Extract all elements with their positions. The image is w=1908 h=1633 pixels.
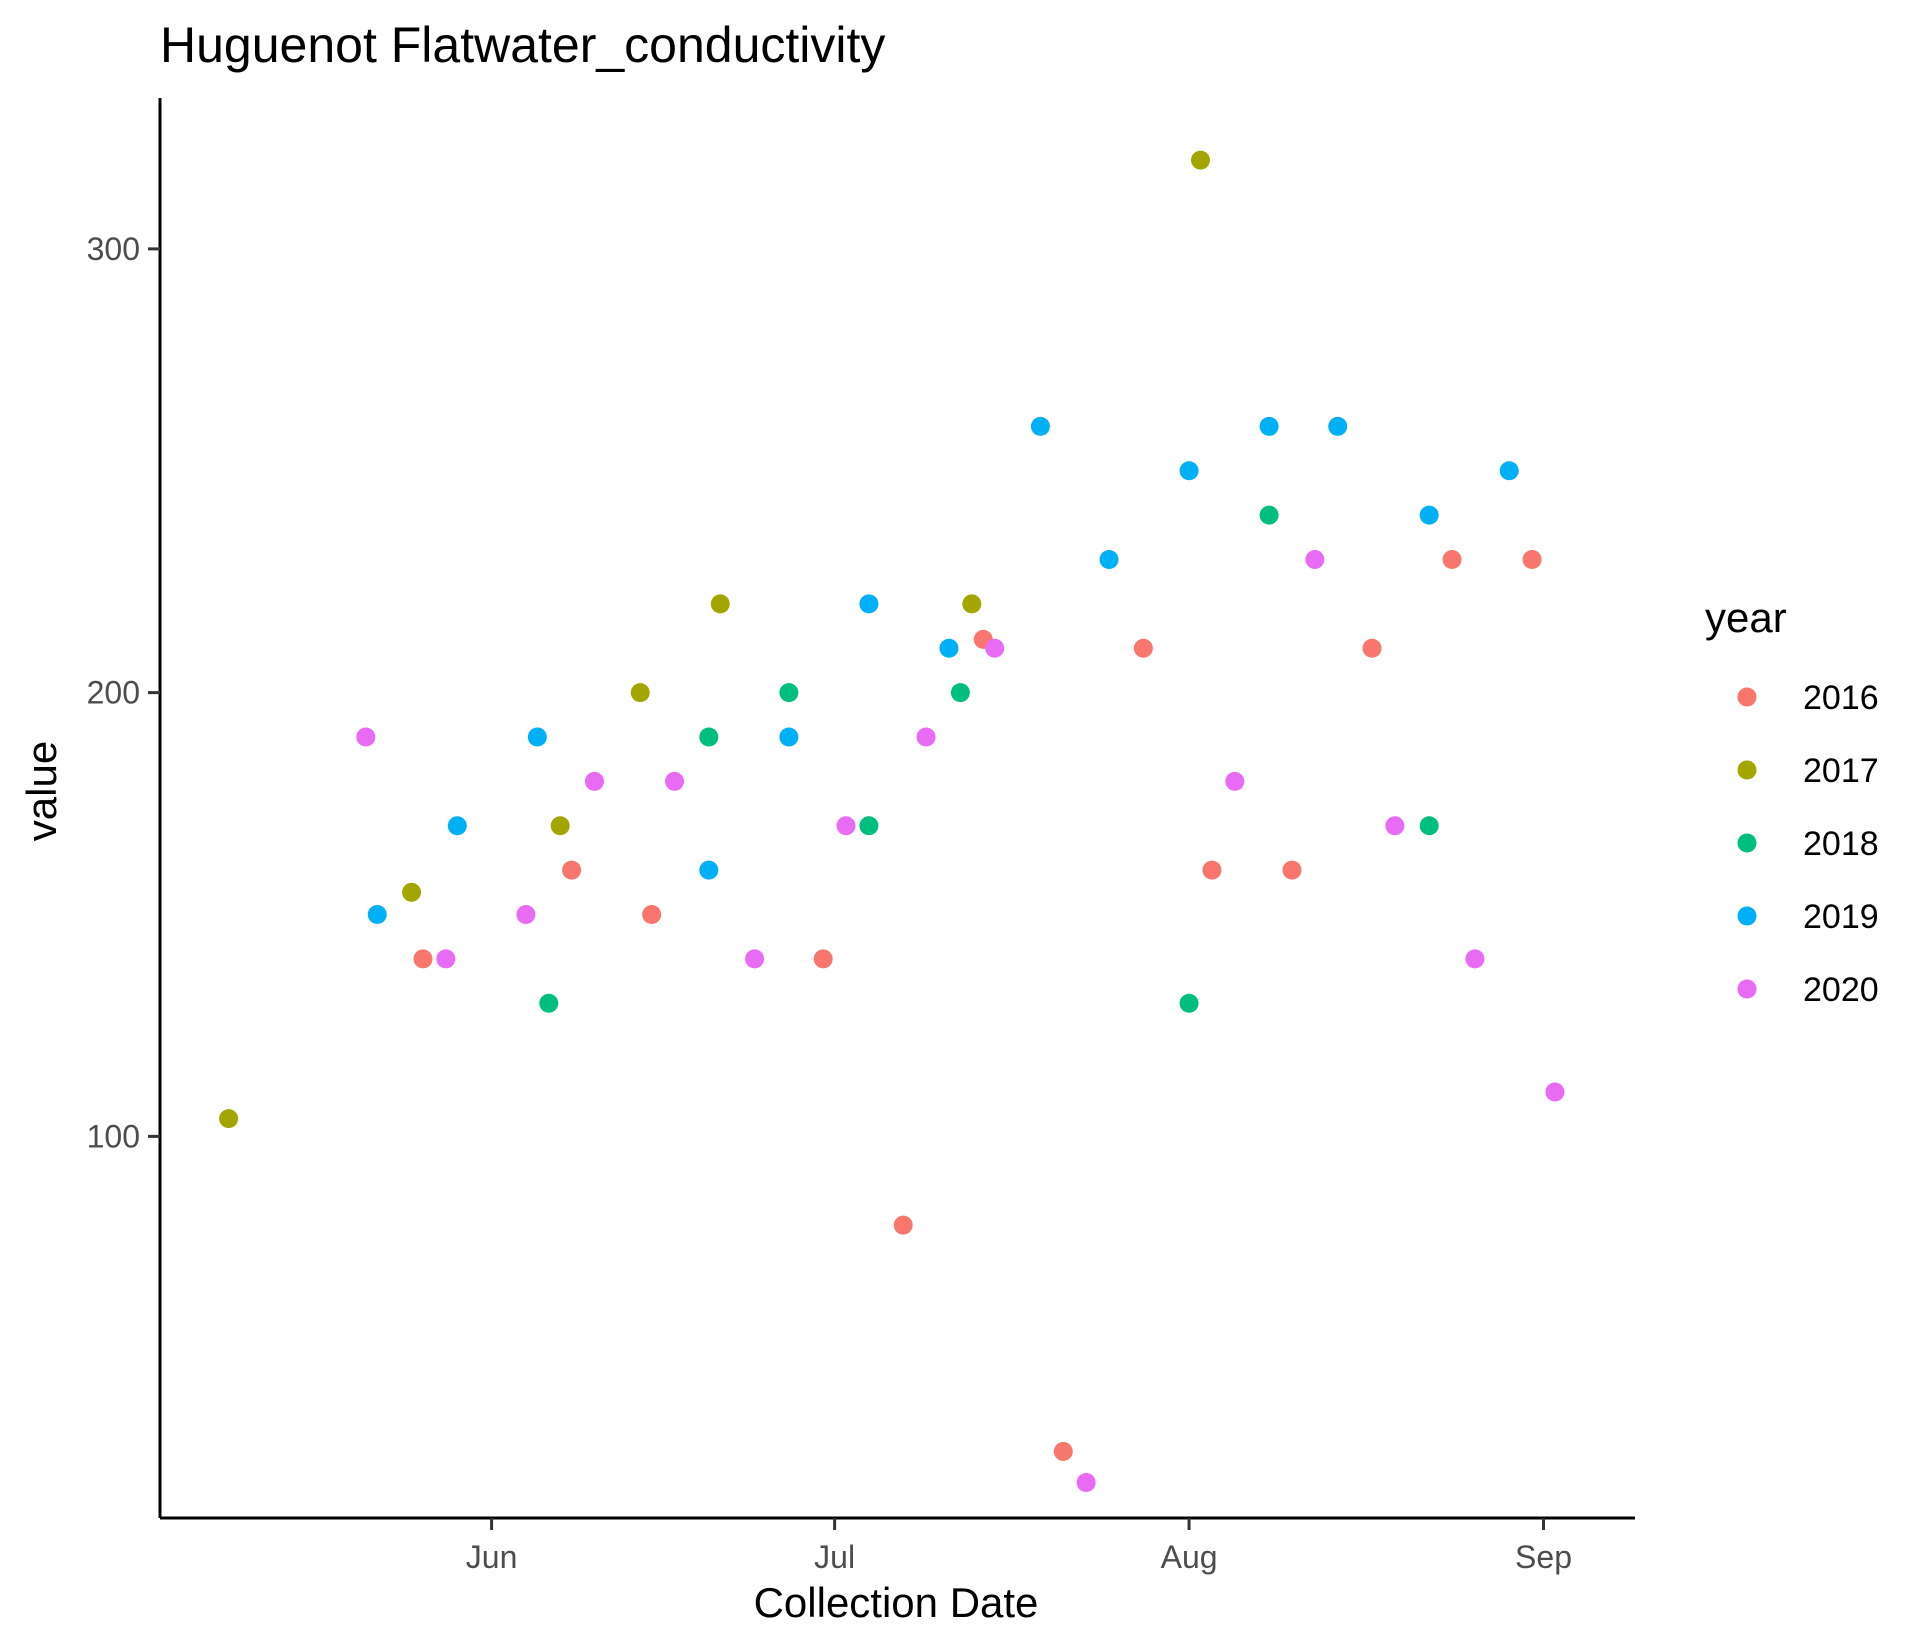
data-point-2019 bbox=[1030, 416, 1050, 436]
data-point-2018 bbox=[1259, 505, 1279, 525]
data-point-2017 bbox=[1191, 150, 1211, 170]
data-point-2017 bbox=[630, 683, 650, 703]
data-point-2017 bbox=[710, 594, 730, 614]
axes: Jun Jul Aug Sep 100 200 300 bbox=[87, 98, 1635, 1575]
legend-key-2020 bbox=[1737, 979, 1757, 999]
x-tick-label: Sep bbox=[1515, 1539, 1572, 1575]
data-point-2016 bbox=[1133, 638, 1153, 658]
y-tick-label: 200 bbox=[87, 675, 140, 711]
data-point-2020 bbox=[436, 949, 456, 969]
x-tick-label: Aug bbox=[1161, 1539, 1218, 1575]
data-point-2020 bbox=[1385, 816, 1405, 836]
data-point-2020 bbox=[985, 638, 1005, 658]
data-point-2018 bbox=[539, 993, 559, 1013]
data-point-2019 bbox=[939, 638, 959, 658]
legend-title: year bbox=[1705, 594, 1787, 641]
legend-key-2019 bbox=[1737, 906, 1757, 926]
legend-label-2017: 2017 bbox=[1803, 752, 1879, 790]
legend: year 2016 2017 2018 2019 2020 bbox=[1705, 594, 1879, 1009]
y-tick-label: 100 bbox=[87, 1118, 140, 1154]
data-point-2016 bbox=[413, 949, 433, 969]
data-point-2020 bbox=[1305, 550, 1325, 569]
y-tick-label: 300 bbox=[87, 231, 140, 267]
legend-key-2018 bbox=[1737, 833, 1757, 853]
data-point-2019 bbox=[1259, 416, 1279, 436]
data-point-2019 bbox=[1499, 461, 1519, 481]
data-point-2016 bbox=[1202, 860, 1222, 880]
data-point-2016 bbox=[893, 1215, 913, 1235]
data-point-2019 bbox=[1099, 550, 1119, 569]
data-point-2017 bbox=[402, 882, 422, 902]
data-point-2016 bbox=[813, 949, 833, 969]
legend-label-2016: 2016 bbox=[1803, 679, 1879, 717]
data-point-2016 bbox=[562, 860, 582, 880]
legend-label-2019: 2019 bbox=[1803, 898, 1879, 936]
data-point-2019 bbox=[699, 860, 719, 880]
data-point-2018 bbox=[779, 683, 799, 703]
data-point-2019 bbox=[527, 727, 547, 747]
data-point-2020 bbox=[916, 727, 936, 747]
data-point-2017 bbox=[219, 1109, 239, 1129]
legend-key-2016 bbox=[1737, 687, 1757, 707]
data-point-2020 bbox=[356, 727, 376, 747]
data-point-2016 bbox=[1053, 1441, 1073, 1461]
legend-key-2017 bbox=[1737, 760, 1757, 780]
data-point-2019 bbox=[1179, 461, 1199, 481]
data-point-2019 bbox=[367, 905, 387, 924]
data-point-2020 bbox=[1076, 1473, 1096, 1492]
data-point-2019 bbox=[447, 816, 467, 836]
data-point-2020 bbox=[1465, 949, 1485, 969]
data-point-2018 bbox=[699, 727, 719, 747]
legend-label-2018: 2018 bbox=[1803, 825, 1879, 863]
data-point-2018 bbox=[859, 816, 879, 836]
data-point-2020 bbox=[836, 816, 856, 836]
data-point-2020 bbox=[1545, 1082, 1565, 1102]
chart-title: Huguenot Flatwater_conductivity bbox=[160, 17, 885, 73]
legend-label-2020: 2020 bbox=[1803, 971, 1879, 1009]
data-point-2020 bbox=[516, 905, 536, 924]
x-tick-label: Jul bbox=[814, 1539, 855, 1575]
data-point-2016 bbox=[1522, 550, 1542, 569]
data-point-2019 bbox=[859, 594, 879, 614]
data-point-2016 bbox=[642, 905, 662, 924]
data-point-2018 bbox=[1419, 816, 1439, 836]
data-point-2017 bbox=[962, 594, 982, 614]
data-point-2020 bbox=[1225, 771, 1245, 791]
data-point-2019 bbox=[1328, 416, 1348, 436]
data-point-2018 bbox=[950, 683, 970, 703]
data-point-2019 bbox=[1419, 505, 1439, 525]
x-axis-title: Collection Date bbox=[754, 1579, 1039, 1626]
data-point-2020 bbox=[584, 771, 604, 791]
y-axis-title: value bbox=[18, 741, 65, 841]
data-point-2018 bbox=[1179, 993, 1199, 1013]
data-points bbox=[219, 150, 1565, 1492]
data-point-2016 bbox=[1362, 638, 1382, 658]
data-point-2020 bbox=[665, 771, 685, 791]
data-point-2020 bbox=[745, 949, 765, 969]
data-point-2019 bbox=[779, 727, 799, 747]
data-point-2017 bbox=[550, 816, 570, 836]
data-point-2016 bbox=[1442, 550, 1462, 569]
data-point-2016 bbox=[1282, 860, 1302, 880]
x-tick-label: Jun bbox=[466, 1539, 518, 1575]
